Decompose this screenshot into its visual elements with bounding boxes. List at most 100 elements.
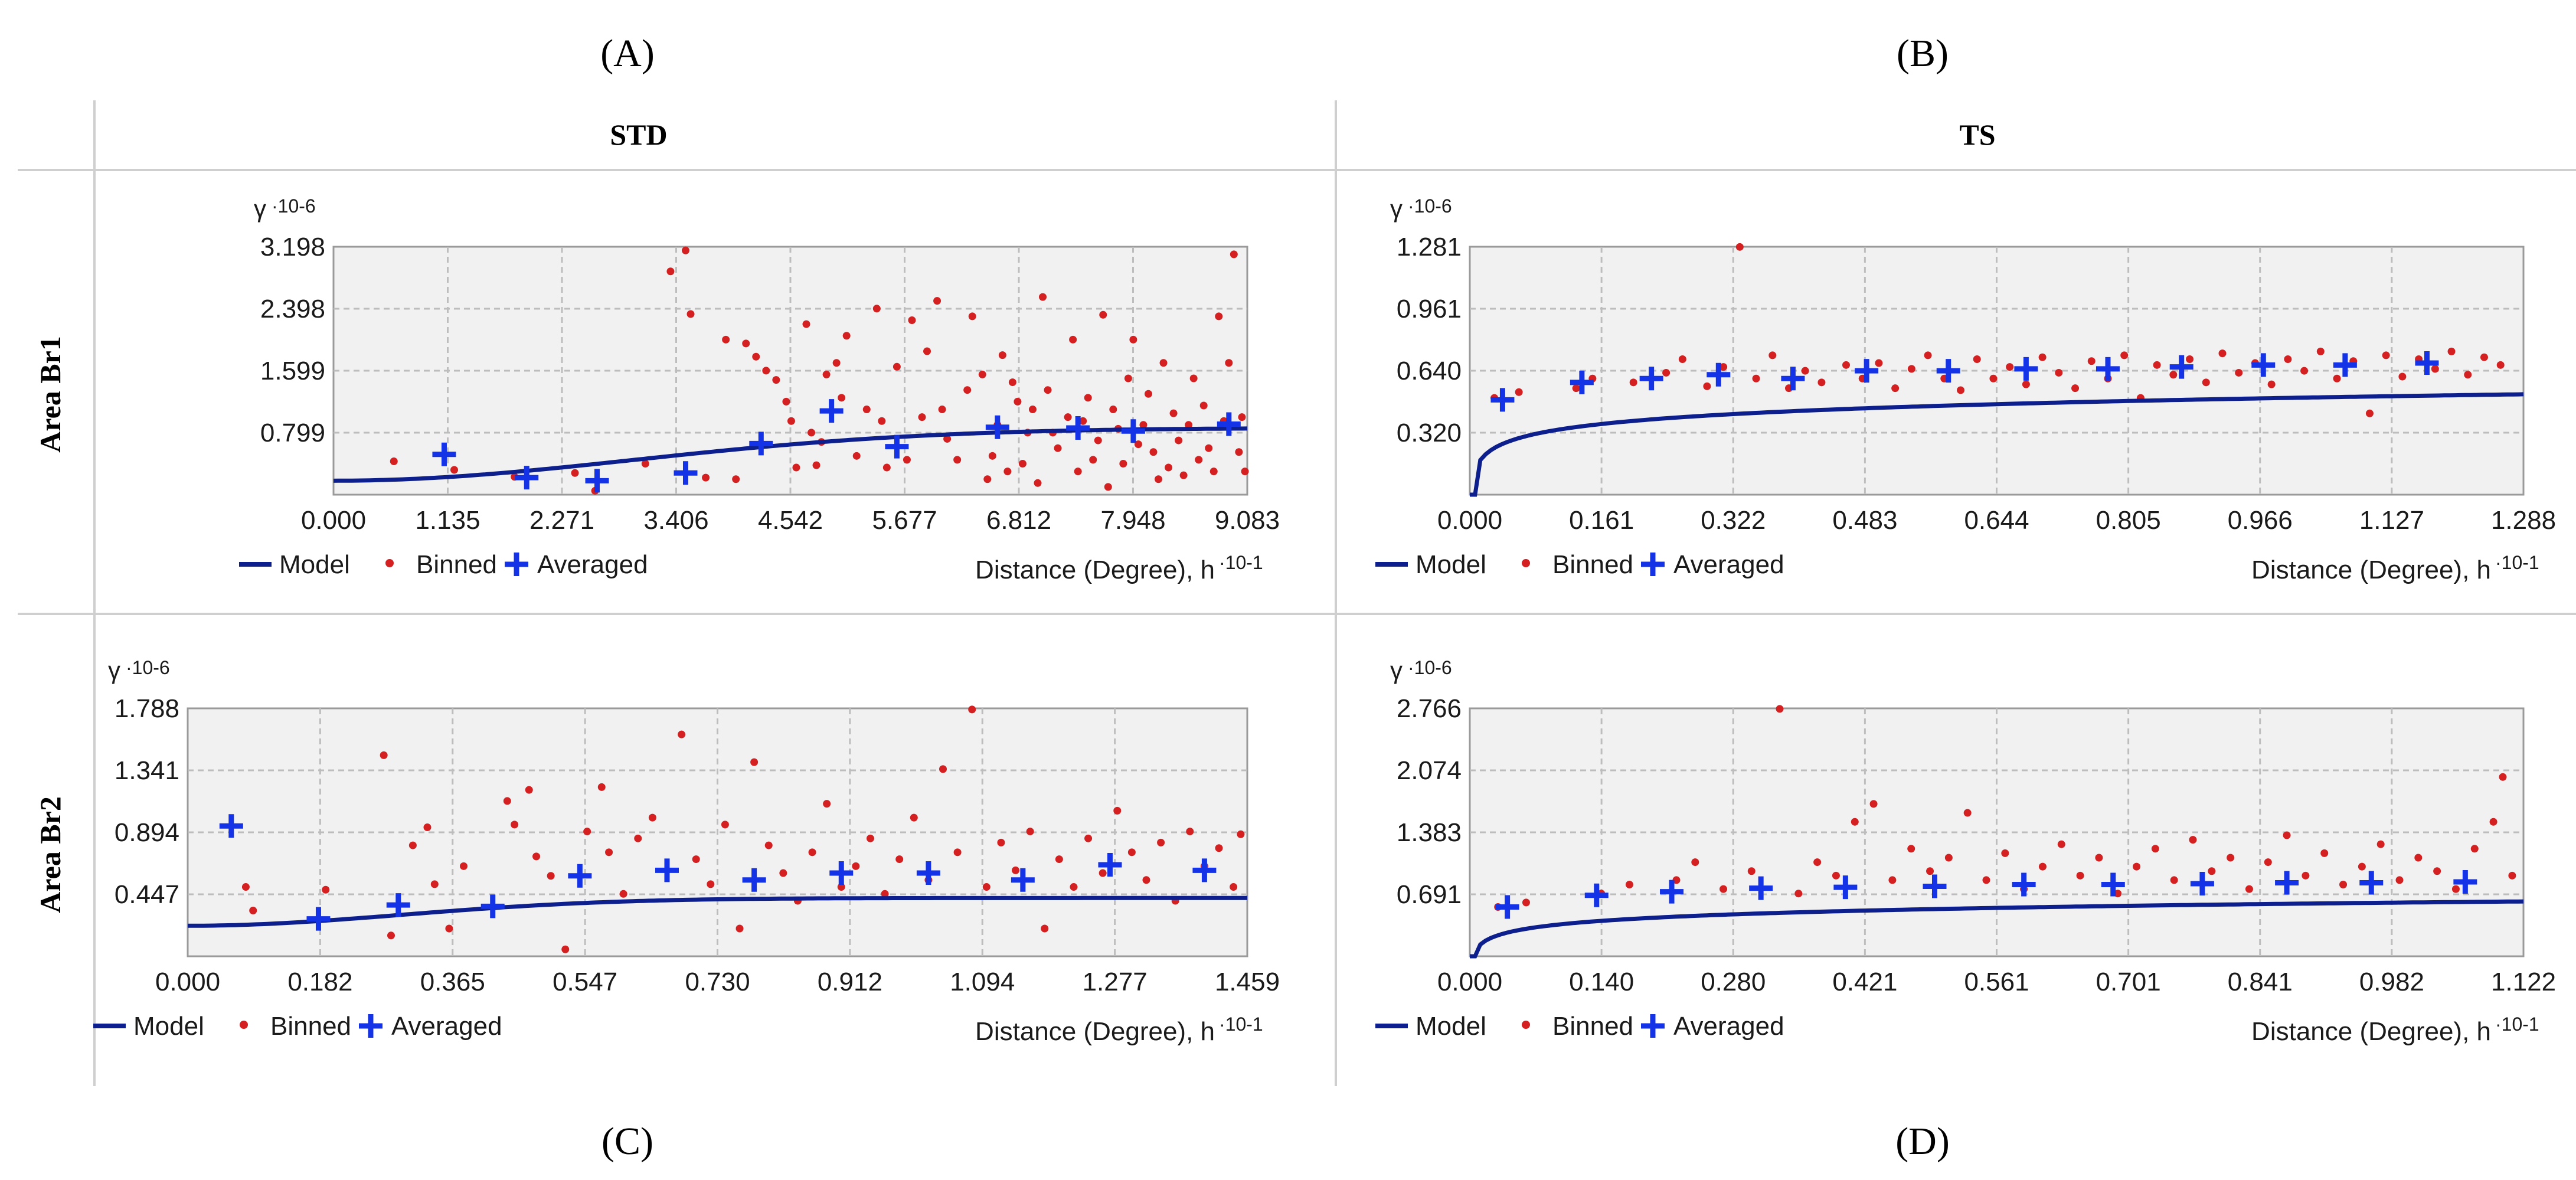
binned-point (641, 459, 649, 468)
binned-point (2339, 881, 2348, 889)
x-tick-label: 1.288 (2491, 506, 2556, 535)
chart-c: 0.000 0.182 0.365 0.547 0.730 0.912 1.094 1.277… (93, 656, 1280, 1046)
binned-point (2414, 854, 2423, 862)
binned-point (2057, 840, 2065, 848)
averaged-point (1011, 868, 1035, 892)
averaged-point (1749, 876, 1773, 900)
binned-point (1089, 456, 1097, 464)
binned-point (1157, 838, 1165, 846)
legend-averaged-label: Averaged (391, 1012, 502, 1041)
binned-point (1003, 468, 1012, 476)
x-tick-label: 0.140 (1569, 967, 1634, 996)
binned-point (2283, 831, 2291, 839)
x-tick-label: 3.406 (643, 506, 708, 535)
y-tick-label: 3.198 (260, 233, 325, 262)
binned-point (1907, 365, 1915, 373)
binned-point (1079, 417, 1087, 425)
binned-point (2398, 372, 2407, 381)
y-tick-label: 0.691 (1397, 880, 1462, 909)
binned-point (968, 312, 976, 321)
x-tick-label: 4.542 (758, 506, 823, 535)
binned-point (2447, 347, 2456, 355)
binned-point (1241, 468, 1249, 476)
binned-point (910, 813, 918, 822)
binned-point (1179, 471, 1188, 479)
binned-point (1155, 475, 1163, 483)
binned-point (1215, 312, 1223, 321)
binned-point (808, 429, 816, 437)
binned-point (692, 855, 700, 864)
binned-point (547, 872, 555, 880)
x-tick-label: 0.000 (1437, 967, 1502, 996)
y-tick-label: 0.799 (260, 419, 325, 447)
binned-point (1924, 351, 1932, 359)
x-tick-label: 0.322 (1701, 506, 1766, 535)
averaged-point (674, 461, 698, 485)
averaged-point (1570, 370, 1594, 394)
binned-point (2189, 836, 2197, 844)
legend-binned-swatch (240, 1021, 248, 1029)
binned-point (1817, 378, 1826, 387)
model-curve (1470, 392, 2524, 497)
binned-point (2133, 862, 2141, 871)
averaged-point (2012, 872, 2036, 897)
panel-letter-b: (B) (1897, 32, 1949, 75)
chart-d: 0.000 0.140 0.280 0.421 0.561 0.701 0.841 0.982… (1375, 656, 2556, 1046)
binned-point (1719, 885, 1728, 893)
binned-point (1044, 386, 1052, 394)
binned-point (702, 473, 710, 482)
y-tick-label: 2.398 (260, 295, 325, 323)
legend-model-label: Model (133, 1012, 204, 1041)
binned-point (322, 885, 330, 894)
binned-point (1084, 834, 1093, 842)
binned-point (387, 931, 395, 940)
averaged-point (1833, 875, 1858, 900)
averaged-point (655, 858, 679, 882)
y-tick-label: 1.281 (1397, 233, 1462, 262)
binned-point (571, 469, 579, 477)
binned-point (1074, 468, 1082, 476)
y-axis-exponent: ·10-6 (1408, 657, 1452, 678)
binned-point (1104, 483, 1112, 491)
x-axis-exponent: ·10-1 (1219, 552, 1263, 573)
y-tick-label: 2.074 (1397, 756, 1462, 785)
binned-point (2202, 378, 2210, 387)
model-curve (1470, 899, 2524, 959)
binned-point (2170, 876, 2178, 884)
legend-binned-swatch (1522, 1021, 1530, 1029)
binned-point (1159, 359, 1168, 367)
binned-point (1813, 858, 1822, 867)
binned-point (823, 800, 831, 808)
binned-point (722, 335, 730, 344)
x-tick-label: 0.561 (1964, 967, 2029, 996)
binned-point (605, 848, 613, 857)
binned-point (1034, 479, 1042, 487)
averaged-point (306, 907, 331, 931)
x-tick-label: 0.365 (420, 967, 485, 996)
binned-point (390, 457, 398, 466)
legend-averaged-label: Averaged (1673, 1012, 1784, 1041)
binned-point (1735, 243, 1744, 251)
binned-point (2227, 854, 2235, 862)
binned-point (1209, 468, 1218, 476)
x-tick-label: 0.161 (1569, 506, 1634, 535)
y-tick-label: 0.320 (1397, 419, 1462, 447)
binned-point (792, 463, 800, 472)
binned-point (1963, 809, 1972, 817)
binned-point (1625, 881, 1633, 889)
binned-point (1235, 448, 1243, 456)
averaged-point (2190, 872, 2214, 896)
binned-point (882, 463, 891, 472)
x-axis-label: Distance (Degree), h (2251, 1017, 2491, 1046)
binned-point (1875, 359, 1883, 367)
binned-point (2235, 368, 2243, 377)
x-tick-label: 0.280 (1701, 967, 1766, 996)
binned-point (2395, 876, 2404, 884)
x-tick-label: 0.547 (553, 967, 617, 996)
y-tick-label: 0.447 (115, 880, 179, 909)
binned-point (822, 370, 831, 378)
model-curve (188, 895, 1247, 928)
binned-point (2038, 862, 2047, 871)
binned-point (866, 834, 874, 842)
binned-point (634, 834, 642, 842)
